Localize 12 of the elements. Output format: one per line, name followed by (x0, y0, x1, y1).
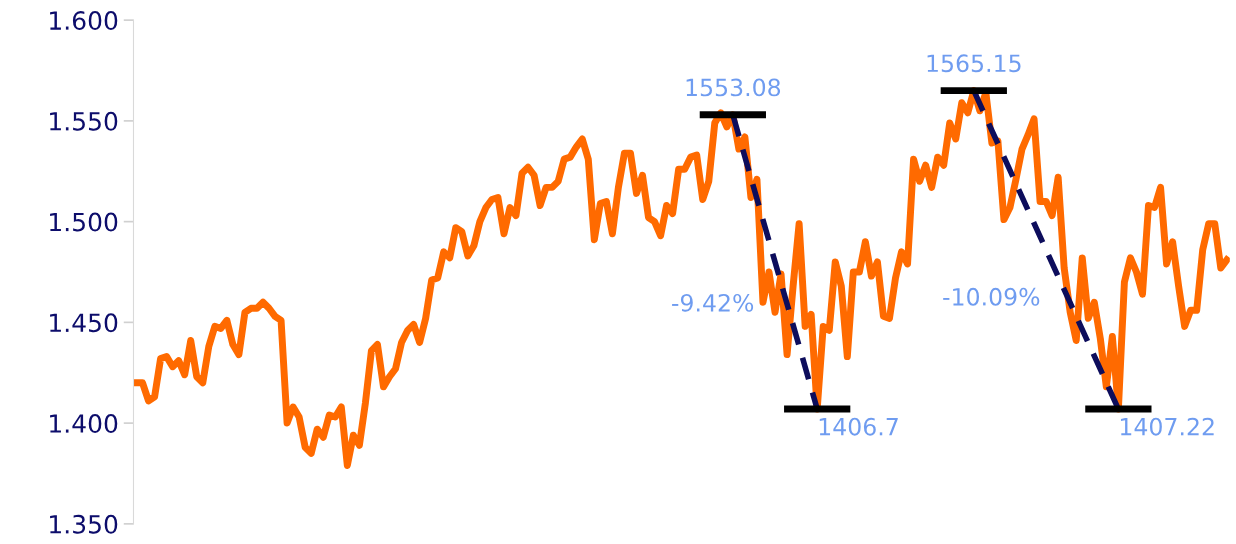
annotation: 1406.7 (819, 417, 898, 436)
y-tick-label: 1.600 (50, 11, 118, 30)
y-tick-label: 1.500 (50, 212, 118, 232)
annotation: 1407.22 (1120, 417, 1214, 436)
annotation: -9.42% (672, 293, 754, 312)
y-tick-label: 1.400 (50, 414, 118, 433)
annotation: 1565.15 (927, 54, 1021, 73)
y-tick-label: 1.450 (50, 313, 118, 333)
annotation: 1553.08 (686, 78, 781, 97)
y-tick-label: 1.550 (50, 111, 118, 131)
annotation: -10.09% (943, 287, 1040, 306)
y-tick-label: 1.350 (50, 514, 118, 534)
